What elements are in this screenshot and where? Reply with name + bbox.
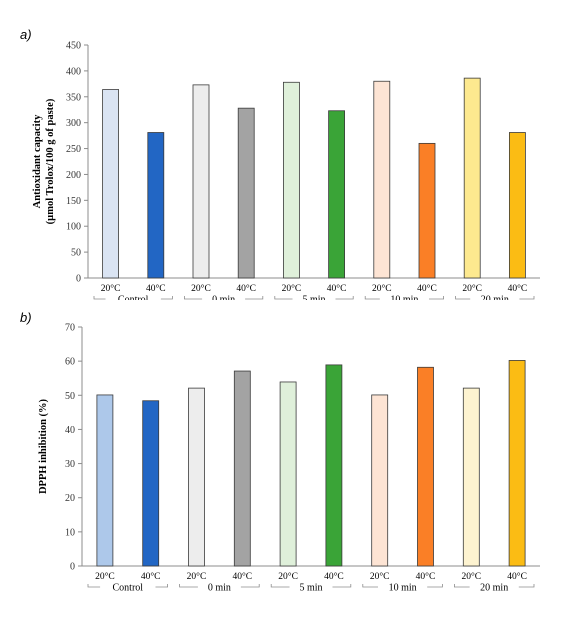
group-bracket-right: [429, 296, 444, 300]
group-bracket-right: [335, 296, 354, 300]
x-tick-label: 20°C: [282, 283, 302, 294]
chart-dpph-inhibition: 0 10 20 30 40 50 60 70 DPPH inhibition (%) 20°C 40…: [38, 323, 540, 594]
x-tick-label: 40°C: [146, 283, 166, 294]
bar: [508, 360, 526, 567]
group-bracket-right: [155, 584, 168, 588]
chart-antioxidant-capacity: 0 50 100 150 200 250 300 350 400 450 Antioxidant c…: [32, 41, 540, 301]
y-tick-label: 150: [66, 196, 81, 207]
group-bracket-right: [160, 296, 173, 300]
group-label: 10 min: [389, 583, 417, 594]
group-bracket-right: [518, 584, 535, 588]
x-tick-label: 40°C: [416, 571, 436, 582]
y-tick-label: 30: [65, 459, 75, 470]
y-tick-label: 50: [65, 391, 75, 402]
group-label: 20 min: [480, 583, 508, 594]
group-bracket-right: [519, 296, 535, 300]
x-tick-label: 40°C: [236, 283, 256, 294]
bar: [463, 77, 481, 279]
y-tick-label: 40: [65, 425, 75, 436]
x-tick-label: 40°C: [507, 571, 527, 582]
group-label: 0 min: [212, 295, 235, 301]
group-bracket-left: [455, 296, 471, 300]
group-bracket-left: [179, 584, 198, 588]
x-tick-label: 40°C: [232, 571, 252, 582]
y-axis-title-line1: Antioxidant capacity: [32, 114, 43, 208]
y-tick-label: 70: [65, 323, 75, 334]
bar: [237, 107, 255, 279]
bar: [188, 387, 205, 567]
group-label: 0 min: [208, 583, 231, 594]
bar: [417, 366, 434, 567]
bar: [233, 370, 251, 567]
x-tick-label: 40°C: [327, 283, 347, 294]
y-tick-label: 50: [71, 248, 81, 259]
x-tick-label: 40°C: [508, 283, 528, 294]
group-bracket-left: [362, 584, 378, 588]
x-tick-label: 20°C: [461, 571, 481, 582]
x-tick-label: 20°C: [95, 571, 115, 582]
y-axis-title: DPPH inhibition (%): [38, 398, 49, 494]
group-label: 10 min: [390, 295, 418, 301]
y-tick-label: 350: [66, 92, 81, 103]
bar: [371, 394, 389, 567]
panel-a-label: a): [20, 27, 32, 42]
y-axis-title-line2: (µmol Trolox/100 g of paste): [45, 98, 56, 224]
y-tick-label: 10: [65, 527, 75, 538]
group-bracket-left: [87, 584, 101, 588]
panel-b-label: b): [20, 310, 32, 325]
x-tick-label: 40°C: [417, 283, 437, 294]
group-bracket-left: [454, 584, 470, 588]
x-tick-label: 20°C: [370, 571, 390, 582]
group-bracket-left: [93, 296, 106, 300]
bar: [142, 400, 160, 567]
y-tick-label: 450: [66, 41, 81, 52]
group-label: 5 min: [299, 583, 322, 594]
x-tick-label: 20°C: [462, 283, 482, 294]
group-bracket-right: [332, 584, 352, 588]
group-bracket-right: [240, 584, 260, 588]
y-tick-label: 0: [76, 274, 81, 285]
y-tick-label: 200: [66, 170, 81, 181]
bar: [96, 394, 114, 567]
group-bracket-left: [364, 296, 380, 300]
group-bracket-left: [270, 584, 290, 588]
bar: [147, 132, 165, 279]
bar: [328, 110, 346, 279]
y-tick-label: 250: [66, 144, 81, 155]
group-bracket-right: [427, 584, 443, 588]
y-tick-label: 0: [70, 562, 75, 573]
x-tick-label: 20°C: [278, 571, 298, 582]
group-label: 20 min: [481, 295, 509, 301]
bar: [279, 381, 297, 567]
x-tick-label: 20°C: [187, 571, 207, 582]
bar: [418, 142, 436, 279]
x-tick-label: 40°C: [141, 571, 161, 582]
x-tick-label: 20°C: [191, 283, 211, 294]
x-tick-label: 20°C: [101, 283, 121, 294]
x-tick-label: 20°C: [372, 283, 392, 294]
bar: [192, 84, 210, 279]
x-tick-label: 40°C: [324, 571, 344, 582]
y-tick-label: 100: [66, 222, 81, 233]
bar: [508, 132, 526, 279]
bar: [282, 81, 300, 279]
bar: [373, 80, 391, 279]
y-tick-label: 20: [65, 493, 75, 504]
group-label: Control: [113, 583, 144, 594]
group-bracket-right: [245, 296, 264, 300]
group-bracket-left: [274, 296, 293, 300]
y-tick-label: 60: [65, 357, 75, 368]
group-label: Control: [118, 295, 149, 301]
group-label: 5 min: [302, 295, 325, 301]
bar: [102, 89, 119, 279]
bar: [325, 364, 343, 567]
bar: [462, 387, 480, 567]
y-tick-label: 400: [66, 66, 81, 77]
group-bracket-left: [184, 296, 203, 300]
y-tick-label: 300: [66, 118, 81, 129]
